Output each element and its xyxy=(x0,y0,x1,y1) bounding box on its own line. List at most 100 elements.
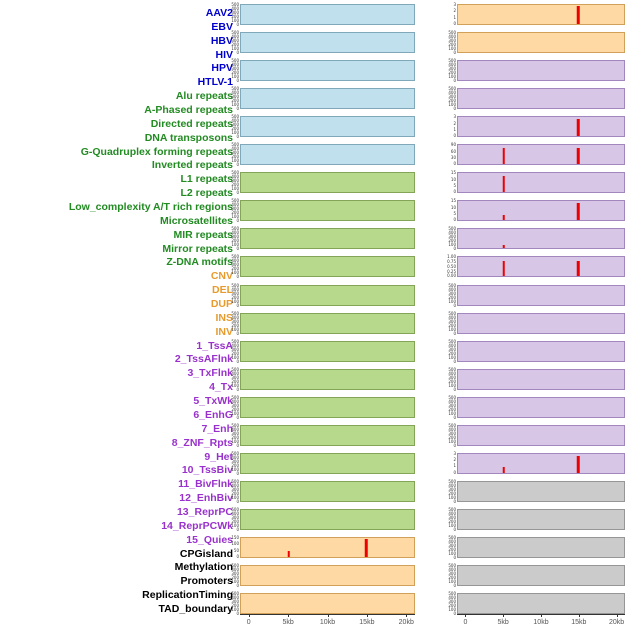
track-panel: 500 400 300 200 100 0 xyxy=(448,59,625,83)
y-axis-tick-label: 500 xyxy=(231,58,239,64)
y-axis-tick-label: 100 xyxy=(231,494,239,500)
x-axis-tick xyxy=(327,614,329,617)
y-axis-tick-label: 200 xyxy=(448,406,456,412)
y-axis-tick-label: 400 xyxy=(231,454,239,460)
y-axis-tick-label: 400 xyxy=(231,482,239,488)
y-axis-tick-label: 300 xyxy=(231,122,239,128)
x-axis-label: 10kb xyxy=(319,619,336,626)
y-axis-tick-label: 200 xyxy=(231,518,239,524)
y-axis-ticks: 500 400 300 200 100 0 xyxy=(231,115,241,139)
y-axis-ticks: 500 400 300 200 100 0 xyxy=(448,310,458,335)
y-axis-ticks: 500 400 300 200 100 0 xyxy=(448,59,458,83)
y-axis-tick-label: 0 xyxy=(236,386,239,392)
y-axis-tick-label: 100 xyxy=(448,326,456,332)
y-axis-ticks: 500 400 300 200 100 0 xyxy=(231,395,241,420)
y-axis-tick-label: 15 xyxy=(450,170,456,176)
track-panel: 500 400 300 200 100 0 xyxy=(231,564,415,588)
y-axis-ticks: 500 400 300 200 100 0 xyxy=(231,479,241,503)
y-axis-tick-label: 100 xyxy=(448,242,456,248)
y-axis-tick-label: 100 xyxy=(231,242,239,248)
y-axis-tick-label: 200 xyxy=(448,238,456,244)
y-axis-tick-label: 0 xyxy=(453,469,456,475)
x-axis-tick xyxy=(406,614,408,617)
y-axis-tick-label: 500 xyxy=(448,226,456,232)
y-axis-tick-label: 400 xyxy=(231,567,239,572)
y-axis-tick-label: 300 xyxy=(448,38,456,44)
y-axis-tick-label: 400 xyxy=(231,398,239,404)
y-axis-tick-label: 400 xyxy=(448,314,456,320)
y-axis-tick-label: 500 xyxy=(448,534,456,540)
y-axis-tick-label: 400 xyxy=(231,286,239,292)
row-label: TAD_boundary xyxy=(158,602,233,615)
y-axis-tick-label: 100 xyxy=(231,102,239,108)
y-axis-tick-label: 100 xyxy=(231,46,239,52)
track-panel: 500 400 300 200 100 0 xyxy=(448,339,625,363)
row-label: 1_TssA xyxy=(196,339,233,352)
signal-peak xyxy=(365,538,368,557)
signal-peak xyxy=(502,148,505,165)
y-axis-tick-label: 100 xyxy=(448,410,456,416)
y-axis-tick-label: 300 xyxy=(231,458,239,464)
y-axis-tick-label: 100 xyxy=(231,466,239,472)
y-axis-tick-label: 200 xyxy=(231,154,239,160)
y-axis-tick-label: 500 xyxy=(231,506,239,512)
signal-peak xyxy=(577,261,580,277)
y-axis-tick-label: 500 xyxy=(231,563,239,568)
y-axis-tick-label: 500 xyxy=(448,86,456,92)
y-axis-tick-label: 0 xyxy=(236,414,239,420)
y-axis-tick-label: 500 xyxy=(231,254,239,260)
y-axis-tick-label: 500 xyxy=(448,422,456,428)
x-axis-label: 0 xyxy=(463,619,468,626)
row-label: EBV xyxy=(211,20,233,33)
y-axis-tick-label: 100 xyxy=(448,522,456,528)
row-label: 13_ReprPC xyxy=(176,505,233,518)
y-axis-tick-label: 100 xyxy=(231,158,239,164)
y-axis-tick-label: 400 xyxy=(231,510,239,516)
y-axis-tick-label: 400 xyxy=(231,174,239,180)
y-axis-tick-label: 3 xyxy=(453,450,456,456)
y-axis-tick-label: 300 xyxy=(448,66,456,72)
y-axis-tick-label: 200 xyxy=(231,490,239,496)
y-axis-tick-label: 400 xyxy=(448,567,456,572)
row-label: DUP xyxy=(210,298,233,311)
y-axis-ticks: 500 400 300 200 100 0 xyxy=(448,395,458,420)
y-axis-tick-label: 500 xyxy=(231,338,239,344)
y-axis-ticks: 500 400 300 200 100 0 xyxy=(231,563,241,588)
y-axis-tick-label: 200 xyxy=(231,294,239,300)
y-axis-ticks: 500 400 300 200 100 0 xyxy=(448,226,458,251)
track-panel: 500 400 300 200 100 0 xyxy=(231,311,415,335)
row-label: G-Quadruplex forming repeats xyxy=(80,145,233,158)
track-panel: 500 400 300 200 100 0 xyxy=(231,283,415,307)
y-axis-tick-label: 200 xyxy=(448,322,456,328)
y-axis-tick-label: 300 xyxy=(231,10,239,15)
y-axis-tick-label: 100 xyxy=(231,186,239,192)
y-axis-tick-label: 400 xyxy=(448,538,456,544)
y-axis-ticks: 500 400 300 200 100 0 xyxy=(448,283,458,307)
y-axis-tick-label: 500 xyxy=(231,170,239,176)
y-axis-tick-label: 200 xyxy=(448,70,456,76)
track-panel: 500 400 300 200 100 0 xyxy=(448,479,625,503)
y-axis-tick-label: 60 xyxy=(450,148,456,154)
row-label: 11_BivFlnk xyxy=(178,478,233,491)
y-axis-tick-label: 300 xyxy=(231,318,239,324)
y-axis-tick-label: 400 xyxy=(448,62,456,68)
y-axis-tick-label: 300 xyxy=(448,599,456,605)
y-axis-tick-label: 500 xyxy=(231,2,239,7)
y-axis-tick-label: 400 xyxy=(231,118,239,124)
y-axis-tick-label: 0 xyxy=(453,414,456,420)
y-axis-tick-label: 200 xyxy=(448,603,456,609)
y-axis-tick-label: 500 xyxy=(448,338,456,344)
y-axis-ticks: 500 400 300 200 100 0 xyxy=(448,534,458,559)
track-panel: 150 100 50 0 xyxy=(231,535,415,558)
y-axis-tick-label: 100 xyxy=(231,270,239,276)
y-axis-tick-label: 0 xyxy=(453,106,456,112)
track-panel: 500 400 300 200 100 0 xyxy=(231,507,415,531)
track-panel: 500 400 300 200 100 0 xyxy=(231,171,415,195)
y-axis-tick-label: 500 xyxy=(448,310,456,316)
y-axis-tick-label: 300 xyxy=(231,346,239,352)
y-axis-tick-label: 0 xyxy=(453,217,456,223)
y-axis-tick-label: 300 xyxy=(448,571,456,576)
y-axis-tick-label: 100 xyxy=(448,354,456,360)
y-axis-tick-label: 0 xyxy=(236,470,239,476)
